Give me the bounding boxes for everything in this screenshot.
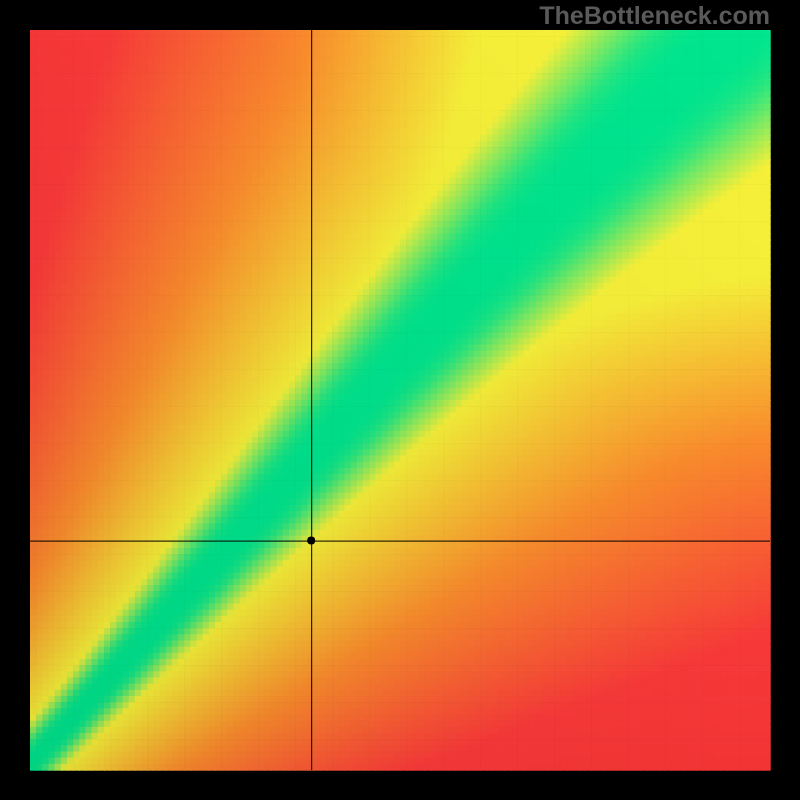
- chart-container: TheBottleneck.com: [0, 0, 800, 800]
- watermark-text: TheBottleneck.com: [539, 2, 770, 31]
- heatmap-canvas: [0, 0, 800, 800]
